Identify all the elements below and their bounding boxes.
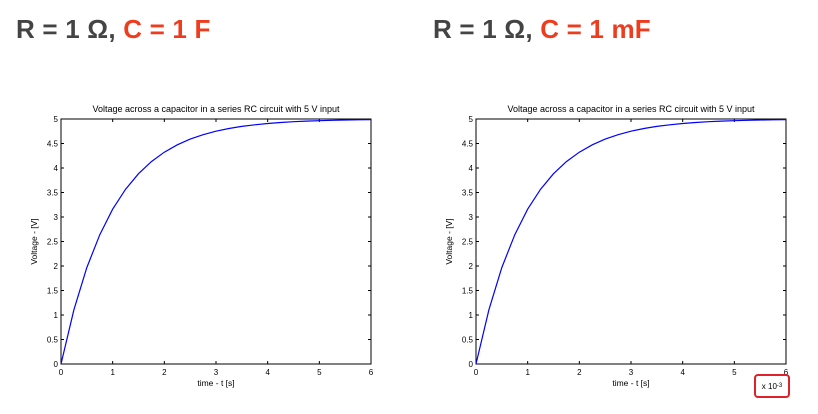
x-axis-multiplier-base: x 10 <box>761 381 777 391</box>
voltage-curve <box>60 119 372 365</box>
y-tick-label: 3.5 <box>462 189 474 198</box>
heading-right: R = 1 Ω, C = 1 mF <box>433 14 651 45</box>
y-tick-label: 1 <box>54 311 59 320</box>
x-tick-label: 0 <box>474 368 479 377</box>
x-axis-label: time - t [s] <box>612 378 649 388</box>
x-tick-label: 1 <box>110 368 115 377</box>
chart-left: Voltage across a capacitor in a series R… <box>29 104 374 388</box>
x-tick-label: 3 <box>629 368 634 377</box>
y-tick-label: 4.5 <box>47 140 59 149</box>
y-tick-label: 1 <box>469 311 474 320</box>
y-tick-label: 3.5 <box>47 189 59 198</box>
heading-right-highlight: C = 1 mF <box>540 14 651 44</box>
y-tick-label: 0.5 <box>47 336 59 345</box>
x-tick-label: 0 <box>59 368 64 377</box>
chart-right: Voltage across a capacitor in a series R… <box>444 104 789 388</box>
x-tick-label: 3 <box>214 368 219 377</box>
y-tick-label: 3 <box>469 213 474 222</box>
heading-left-prefix: R = 1 Ω, <box>16 14 116 44</box>
heading-right-prefix: R = 1 Ω, <box>433 14 533 44</box>
y-tick-label: 0 <box>469 360 474 369</box>
y-tick-label: 5 <box>54 115 59 124</box>
x-axis-multiplier: x 10 -3 <box>754 374 790 398</box>
y-tick-label: 1.5 <box>47 287 59 296</box>
x-tick-label: 6 <box>784 368 789 377</box>
heading-left: R = 1 Ω, C = 1 F <box>16 14 211 45</box>
x-tick-label: 5 <box>317 368 322 377</box>
x-axis-label: time - t [s] <box>197 378 234 388</box>
x-tick-label: 2 <box>577 368 582 377</box>
x-tick-label: 5 <box>732 368 737 377</box>
y-tick-label: 1.5 <box>462 287 474 296</box>
x-axis-multiplier-exponent: -3 <box>776 383 783 389</box>
y-tick-label: 2.5 <box>462 238 474 247</box>
chart-title: Voltage across a capacitor in a series R… <box>507 104 755 114</box>
y-tick-label: 2 <box>469 262 474 271</box>
y-axis-label: Voltage - [V] <box>444 218 454 264</box>
y-tick-label: 5 <box>469 115 474 124</box>
y-tick-label: 2.5 <box>47 238 59 247</box>
y-tick-label: 4 <box>54 164 59 173</box>
plot-area <box>60 118 372 365</box>
x-tick-label: 4 <box>680 368 685 377</box>
y-tick-label: 0.5 <box>462 336 474 345</box>
x-tick-label: 1 <box>525 368 530 377</box>
x-tick-label: 2 <box>162 368 167 377</box>
plot-area <box>475 118 787 365</box>
x-tick-label: 4 <box>265 368 270 377</box>
y-tick-label: 2 <box>54 262 59 271</box>
chart-title: Voltage across a capacitor in a series R… <box>92 104 340 114</box>
y-tick-label: 3 <box>54 213 59 222</box>
y-axis-label: Voltage - [V] <box>29 218 39 264</box>
y-tick-label: 0 <box>54 360 59 369</box>
heading-left-highlight: C = 1 F <box>123 14 211 44</box>
y-tick-label: 4 <box>469 164 474 173</box>
x-tick-label: 6 <box>369 368 374 377</box>
y-tick-label: 4.5 <box>462 140 474 149</box>
voltage-curve <box>475 119 787 365</box>
